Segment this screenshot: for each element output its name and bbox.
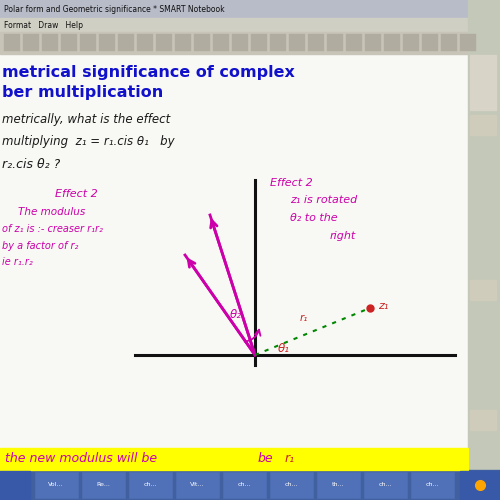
Text: ch...: ch... <box>378 482 392 488</box>
Text: be: be <box>258 452 274 466</box>
Bar <box>0 32 480 54</box>
Bar <box>0 448 468 470</box>
Bar <box>42 34 58 51</box>
Text: ch...: ch... <box>425 482 439 488</box>
Text: θ₁: θ₁ <box>278 342 290 354</box>
Bar <box>129 472 172 498</box>
Text: Polar form and Geometric significance * SMART Notebook: Polar form and Geometric significance * … <box>4 4 224 14</box>
Bar <box>468 0 500 470</box>
Bar <box>270 34 286 51</box>
Text: metrical significance of complex: metrical significance of complex <box>2 64 295 80</box>
Bar <box>384 34 400 51</box>
Bar <box>470 115 496 135</box>
Text: z₁ is rotated: z₁ is rotated <box>290 195 357 205</box>
Text: The modulus: The modulus <box>18 207 85 217</box>
Bar <box>270 472 313 498</box>
Bar <box>175 34 191 51</box>
Text: metrically, what is the effect: metrically, what is the effect <box>2 114 170 126</box>
Text: Effect 2: Effect 2 <box>55 189 98 199</box>
Bar <box>441 34 457 51</box>
Text: of z₁ is :- creaser r₁r₂: of z₁ is :- creaser r₁r₂ <box>2 224 103 234</box>
Bar <box>0 470 500 500</box>
Bar <box>251 34 267 51</box>
Bar <box>470 410 496 430</box>
Text: Effect 2: Effect 2 <box>270 178 313 188</box>
Text: the new modulus will be: the new modulus will be <box>5 452 157 466</box>
Bar <box>364 472 407 498</box>
Bar <box>99 34 115 51</box>
Bar <box>317 472 360 498</box>
Bar <box>0 0 500 18</box>
Bar <box>0 471 30 499</box>
Text: r₁: r₁ <box>300 313 308 323</box>
Bar <box>422 34 438 51</box>
Bar <box>156 34 172 51</box>
Text: r₁: r₁ <box>285 452 295 466</box>
Text: ch...: ch... <box>238 482 251 488</box>
Bar <box>0 54 468 460</box>
Bar <box>460 471 500 499</box>
Text: θ₂ to the: θ₂ to the <box>290 213 338 223</box>
Bar <box>176 472 219 498</box>
Bar <box>365 34 381 51</box>
Bar <box>289 34 305 51</box>
Bar <box>327 34 343 51</box>
Text: ie r₁.r₂: ie r₁.r₂ <box>2 257 33 267</box>
Text: th...: th... <box>332 482 344 488</box>
Bar <box>137 34 153 51</box>
Bar <box>308 34 324 51</box>
Bar <box>403 34 419 51</box>
Text: r₂.cis θ₂ ?: r₂.cis θ₂ ? <box>2 158 60 170</box>
Bar <box>470 55 496 110</box>
Text: Vit...: Vit... <box>190 482 204 488</box>
Bar <box>61 34 77 51</box>
Bar <box>35 472 78 498</box>
Text: z₁: z₁ <box>378 301 388 311</box>
Bar <box>460 34 476 51</box>
Bar <box>470 280 496 300</box>
Bar <box>411 472 454 498</box>
Text: by a factor of r₂: by a factor of r₂ <box>2 241 78 251</box>
Bar <box>23 34 39 51</box>
Bar <box>80 34 96 51</box>
Bar <box>232 34 248 51</box>
Bar <box>194 34 210 51</box>
Bar <box>4 34 20 51</box>
Bar <box>223 472 266 498</box>
Text: multiplying  z₁ = r₁.cis θ₁   by: multiplying z₁ = r₁.cis θ₁ by <box>2 136 174 148</box>
Text: Re...: Re... <box>96 482 110 488</box>
Text: right: right <box>330 231 356 241</box>
Text: ch...: ch... <box>284 482 298 488</box>
Bar <box>346 34 362 51</box>
Bar <box>82 472 125 498</box>
Text: ber multiplication: ber multiplication <box>2 84 163 100</box>
Bar <box>0 18 480 32</box>
Text: Vol...: Vol... <box>48 482 64 488</box>
Bar <box>213 34 229 51</box>
Text: Format   Draw   Help: Format Draw Help <box>4 20 83 30</box>
Text: θ₂: θ₂ <box>230 308 242 322</box>
Text: ch...: ch... <box>144 482 157 488</box>
Bar <box>118 34 134 51</box>
